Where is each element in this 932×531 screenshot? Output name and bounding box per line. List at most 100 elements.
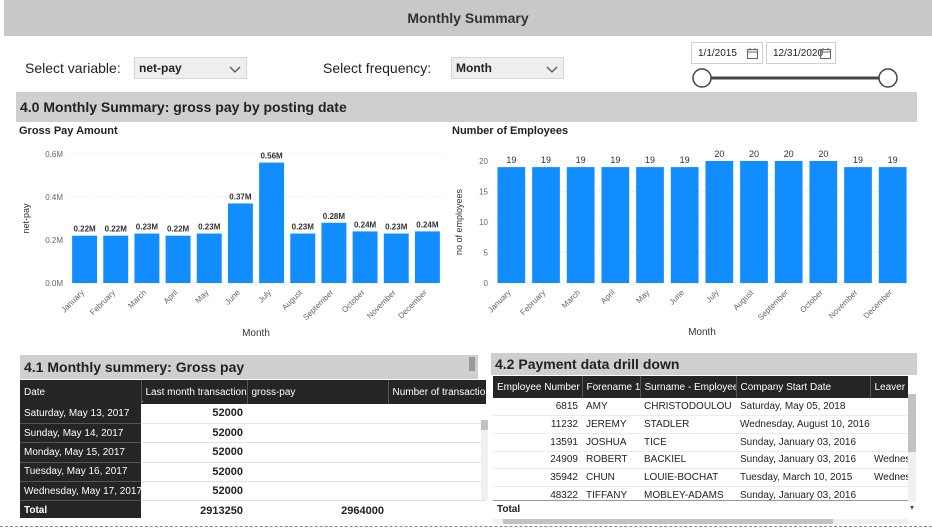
table-row[interactable]: Sunday, May 14, 2017 52000: [20, 423, 486, 442]
date-end-input[interactable]: 12/31/2020: [766, 42, 836, 64]
date-start-input[interactable]: 1/1/2015: [691, 42, 763, 64]
table-row[interactable]: 24909 ROBERT BACKIEL Sunday, January 03, 20…: [493, 451, 908, 469]
row-employee-number: 24909: [493, 451, 582, 469]
row-date: Tuesday, May 16, 2017: [20, 462, 141, 481]
bar: [134, 234, 159, 283]
y-tick-label: 5: [484, 249, 489, 258]
data-label: 19: [506, 155, 516, 165]
table-row[interactable]: Monday, May 15, 2017 52000: [20, 443, 486, 462]
drill-down-v-scrollbar[interactable]: [908, 394, 916, 502]
y-tick-label: 0.2M: [45, 236, 63, 245]
row-gross-pay: [247, 443, 388, 462]
row-forename: ROBERT: [582, 451, 640, 469]
section-41-scroll-indicator: [469, 357, 475, 371]
table-row[interactable]: Wednesday, May 17, 2017 52000: [20, 482, 486, 501]
bar: [671, 167, 699, 283]
col-header-gross-pay[interactable]: gross-pay: [247, 380, 388, 404]
slider-handle-end[interactable]: [879, 69, 897, 87]
data-label: 19: [645, 155, 655, 165]
table-row[interactable]: 6815 AMY CHRISTODOULOU Saturday, May 05, 20…: [493, 398, 908, 416]
data-label: 0.23M: [292, 223, 315, 232]
row-start-date: Sunday, January 03, 2016: [736, 433, 870, 451]
bar: [384, 234, 409, 283]
bar: [809, 161, 837, 283]
table-row[interactable]: 35942 CHUN LOUIE-BOCHAT Tuesday, March 10, …: [493, 469, 908, 487]
drill-down-table: Employee Number Forename 1 Surname - Emp…: [493, 376, 908, 505]
bar: [636, 167, 664, 283]
row-last-month: 52000: [141, 482, 247, 501]
row-employee-number: 35942: [493, 469, 582, 487]
data-label: 0.37M: [229, 192, 252, 201]
table-row[interactable]: Saturday, May 13, 2017 52000: [20, 404, 486, 423]
x-tick-label: October: [798, 288, 825, 315]
x-tick-label: February: [88, 288, 117, 317]
variable-label: Select variable:: [25, 60, 121, 76]
col-header-last-month[interactable]: Last month transaction: [141, 380, 247, 404]
data-label: 19: [541, 155, 551, 165]
col-header-forename[interactable]: Forename 1: [582, 376, 640, 398]
section-40-title: 4.0 Monthly Summary: gross pay by postin…: [20, 99, 347, 115]
total-label: Total: [20, 501, 141, 518]
row-leaver-date: Wednes: [870, 469, 908, 487]
calendar-icon[interactable]: [820, 48, 831, 59]
col-header-leaver-date[interactable]: Leaver D: [870, 376, 908, 398]
slider-handle-start[interactable]: [693, 69, 711, 87]
bar: [879, 167, 907, 283]
x-tick-label: May: [634, 288, 651, 305]
date-end-value: 12/31/2020: [773, 48, 823, 59]
col-header-start-date[interactable]: Company Start Date: [736, 376, 870, 398]
scrollbar-thumb[interactable]: [481, 420, 488, 430]
page-title-bar: Monthly Summary: [4, 0, 932, 36]
x-tick-label: November: [827, 288, 860, 321]
row-forename: JOSHUA: [582, 433, 640, 451]
table-row[interactable]: 13591 JOSHUA TICE Sunday, January 03, 2016: [493, 433, 908, 451]
calendar-icon[interactable]: [747, 48, 758, 59]
row-num-transactions: [388, 443, 486, 462]
gross-pay-chart-title: Gross Pay Amount: [19, 125, 118, 137]
col-header-surname[interactable]: Surname - Employee: [640, 376, 736, 398]
chevron-down-icon: [546, 63, 558, 75]
date-range-slider[interactable]: [690, 66, 900, 90]
y-axis-title: net-pay: [21, 203, 31, 234]
drill-down-table-container: Employee Number Forename 1 Surname - Emp…: [493, 376, 908, 519]
bar: [197, 234, 222, 283]
data-label: 20: [818, 149, 828, 159]
data-label: 0.56M: [260, 152, 283, 161]
gross-pay-table-scrollbar[interactable]: [481, 420, 488, 500]
x-tick-label: September: [301, 288, 335, 322]
table-total-row: Total291325029640003: [20, 501, 486, 518]
section-40-header: 4.0 Monthly Summary: gross pay by postin…: [16, 92, 917, 122]
col-header-num-transactions[interactable]: Number of transactio: [388, 380, 486, 404]
page-title: Monthly Summary: [407, 10, 528, 26]
row-surname: TICE: [640, 433, 736, 451]
x-tick-label: December: [396, 288, 429, 321]
row-employee-number: 11232: [493, 416, 582, 434]
x-tick-label: May: [194, 288, 211, 305]
table-row[interactable]: Tuesday, May 16, 2017 52000: [20, 462, 486, 481]
drill-down-h-scrollbar[interactable]: [493, 519, 908, 524]
scrollbar-thumb[interactable]: [503, 519, 833, 524]
row-forename: JEREMY: [582, 416, 640, 434]
page-bottom-border: [0, 526, 932, 527]
y-tick-label: 0.4M: [45, 193, 63, 202]
row-surname: BACKIEL: [640, 451, 736, 469]
x-axis-title: Month: [242, 328, 270, 339]
variable-dropdown[interactable]: net-pay: [134, 57, 247, 79]
data-label: 20: [714, 149, 724, 159]
gross-pay-table-container: Date Last month transaction gross-pay Nu…: [20, 380, 486, 518]
scrollbar-thumb[interactable]: [908, 394, 916, 452]
data-label: 19: [853, 155, 863, 165]
bar: [166, 236, 191, 283]
employees-chart-title: Number of Employees: [452, 125, 568, 137]
col-header-date[interactable]: Date: [20, 380, 141, 404]
section-42-title: 4.2 Payment data drill down: [495, 356, 679, 372]
table-row[interactable]: 11232 JEREMY STADLER Wednesday, August 10, …: [493, 416, 908, 434]
row-employee-number: 6815: [493, 398, 582, 416]
frequency-dropdown[interactable]: Month: [451, 57, 564, 79]
y-tick-label: 0.6M: [45, 150, 63, 159]
x-tick-label: January: [60, 288, 86, 314]
col-header-employee-number[interactable]: Employee Number: [493, 376, 582, 398]
bar: [353, 231, 378, 283]
scroll-down-arrow-icon[interactable]: ▾: [908, 503, 916, 513]
frequency-dropdown-value: Month: [456, 61, 492, 75]
